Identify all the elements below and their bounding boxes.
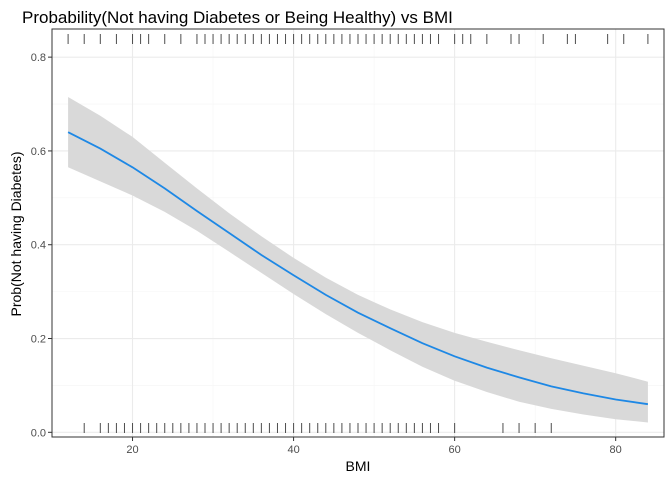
- y-tick-label: 0.2: [31, 334, 46, 346]
- rug-bottom: [83, 423, 552, 433]
- x-axis-ticks: 20 40 60 80: [126, 437, 622, 456]
- x-tick-label: 20: [126, 444, 138, 456]
- x-tick-label: 80: [610, 444, 622, 456]
- confidence-ribbon: [68, 97, 648, 423]
- x-tick-label: 60: [449, 444, 461, 456]
- y-axis-title: Prob(Not having Diabetes): [8, 152, 24, 317]
- y-axis-ticks: 0.0 0.2 0.4 0.6 0.8: [31, 52, 52, 439]
- y-tick-label: 0.8: [31, 52, 46, 64]
- y-tick-label: 0.6: [31, 146, 46, 158]
- rug-top: [67, 34, 649, 44]
- x-tick-label: 40: [287, 444, 299, 456]
- y-tick-label: 0.0: [31, 427, 46, 439]
- panel-border: [51, 28, 665, 438]
- minor-grid: [52, 29, 664, 437]
- x-axis-title: BMI: [346, 458, 371, 474]
- fitted-line: [67, 131, 649, 406]
- y-tick-label: 0.4: [31, 240, 46, 252]
- chart-title: Probability(Not having Diabetes or Being…: [22, 8, 453, 27]
